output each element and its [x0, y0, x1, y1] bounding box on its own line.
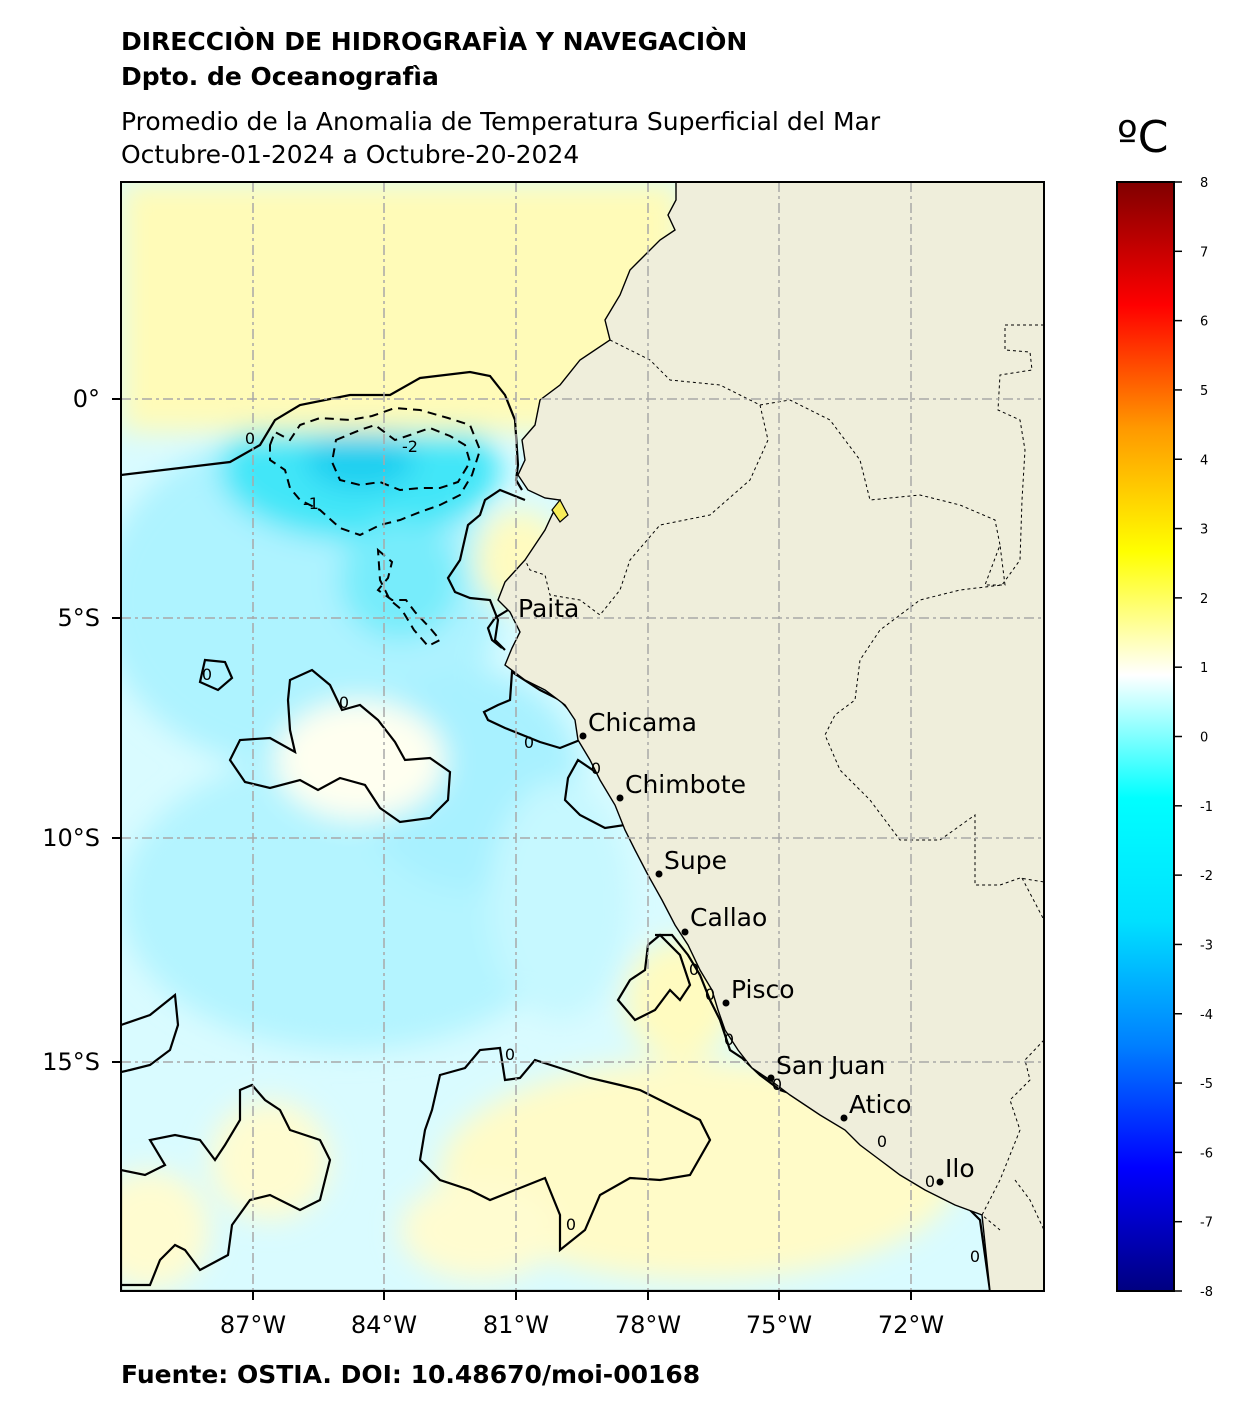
contour-label: 0	[772, 1075, 782, 1094]
contour-label: 0	[524, 733, 534, 752]
city-label: Atico	[849, 1090, 911, 1119]
contour-label: 0	[202, 665, 212, 684]
colorbar	[1116, 181, 1175, 1292]
x-tick-label: 72°W	[878, 1311, 944, 1339]
anomaly-shading	[121, 182, 960, 1290]
city-dot	[767, 1074, 775, 1082]
colorbar-tick-label: 1	[1200, 661, 1208, 676]
contour-label: 0	[245, 429, 255, 448]
y-axis: 0° 5°S 10°S 15°S	[42, 385, 121, 1076]
colorbar-tick-label: -2	[1200, 869, 1213, 884]
x-tick-label: 87°W	[220, 1311, 286, 1339]
contour-label: 0	[339, 693, 349, 712]
colorbar-ticks: 8 7 6 5 4 3 2 1 0 -1 -2 -3 -4 -5 -6 -7 -8	[1174, 176, 1213, 1300]
city-dot	[936, 1178, 944, 1186]
y-tick-label: 10°S	[42, 824, 100, 852]
contour-label: 0	[689, 960, 699, 979]
contour-minus1-south	[376, 547, 442, 648]
contour-label: 0	[566, 1215, 576, 1234]
city-dot	[722, 999, 730, 1007]
colorbar-tick-label: -6	[1200, 1146, 1213, 1161]
map-title: Promedio de la Anomalia de Temperatura S…	[121, 107, 881, 136]
colorbar-tick-label: 3	[1200, 523, 1208, 538]
city-label: Chimbote	[625, 770, 746, 799]
colorbar-tick-label: 8	[1200, 176, 1208, 191]
land-gulf-inlet	[551, 498, 569, 523]
city-dot	[579, 732, 587, 740]
city-dot	[616, 794, 624, 802]
y-tick-label: 0°	[73, 385, 100, 413]
x-tick-label: 84°W	[351, 1311, 417, 1339]
organization-title: DIRECCIÒN DE HIDROGRAFÌA Y NAVEGACIÒN	[121, 27, 748, 56]
date-range: Octubre-01-2024 a Octubre-20-2024	[121, 140, 580, 169]
x-tick-label: 81°W	[483, 1311, 549, 1339]
contour-south-warm	[418, 1046, 712, 1253]
contour-label: -1	[303, 494, 319, 513]
contour-label: 0	[705, 985, 715, 1004]
city-dot	[840, 1114, 848, 1122]
negative-contours	[269, 406, 482, 648]
city-label: Chicama	[588, 708, 697, 737]
data-source: Fuente: OSTIA. DOI: 10.48670/moi-00168	[121, 1360, 701, 1389]
colorbar-tick-label: 0	[1200, 731, 1208, 746]
contour-central-island	[228, 668, 452, 824]
contour-minus1	[269, 406, 482, 537]
contour-callao	[121, 933, 995, 1291]
city-label: Pisco	[731, 975, 795, 1004]
colorbar-tick-label: 6	[1200, 315, 1208, 330]
department-title: Dpto. de Oceanografìa	[121, 62, 439, 91]
country-borders	[524, 324, 1044, 1231]
colorbar-tick-label: 5	[1200, 384, 1208, 399]
x-axis: 87°W 84°W 81°W 78°W 75°W 72°W	[220, 1291, 944, 1339]
city-markers: Paita Chicama Chimbote Supe Callao Pisco San J…	[518, 594, 975, 1186]
contour-label: 0	[724, 1030, 734, 1049]
contour-island-small	[198, 658, 234, 692]
contour-label: 0	[877, 1132, 887, 1151]
city-label: Supe	[664, 846, 727, 875]
colorbar-tick-label: -3	[1200, 938, 1213, 953]
border-bolivia	[981, 877, 1044, 1231]
city-label: San Juan	[776, 1051, 885, 1080]
contour-north-coast	[446, 488, 526, 651]
colorbar-tick-label: -1	[1200, 800, 1213, 815]
colorbar-tick-label: -7	[1200, 1216, 1213, 1231]
land-peru	[497, 182, 1044, 1291]
colorbar-tick-label: -5	[1200, 1077, 1213, 1092]
contour-label: 0	[505, 1045, 515, 1064]
contour-label: 0	[970, 1247, 980, 1266]
city-dot	[655, 870, 663, 878]
colorbar-tick-label: -8	[1200, 1285, 1213, 1300]
contour-minus2	[330, 423, 472, 492]
city-label: Ilo	[945, 1154, 975, 1183]
city-label: Paita	[518, 594, 579, 623]
colorbar-unit: ºC	[1117, 112, 1169, 163]
contour-label: 0	[591, 759, 601, 778]
colorbar-tick-label: 7	[1200, 245, 1208, 260]
gridlines	[121, 182, 1044, 1291]
y-tick-label: 15°S	[42, 1048, 100, 1076]
contour-label: -2	[402, 437, 418, 456]
border-ecuador-peru	[524, 339, 769, 616]
border-brazil	[824, 324, 1044, 886]
colorbar-tick-label: 4	[1200, 453, 1208, 468]
x-tick-label: 78°W	[615, 1311, 681, 1339]
city-label: Callao	[690, 903, 767, 932]
y-tick-label: 5°S	[57, 604, 100, 632]
contour-label: 0	[925, 1172, 935, 1191]
contour-west-south	[121, 992, 180, 1074]
contour-callao-coast	[616, 933, 692, 1022]
colorbar-tick-label: 2	[1200, 592, 1208, 607]
colorbar-tick-label: -4	[1200, 1008, 1213, 1023]
x-tick-label: 75°W	[746, 1311, 812, 1339]
border-colombia	[759, 399, 1006, 586]
city-dot	[681, 928, 689, 936]
map-frame	[120, 181, 1045, 1292]
